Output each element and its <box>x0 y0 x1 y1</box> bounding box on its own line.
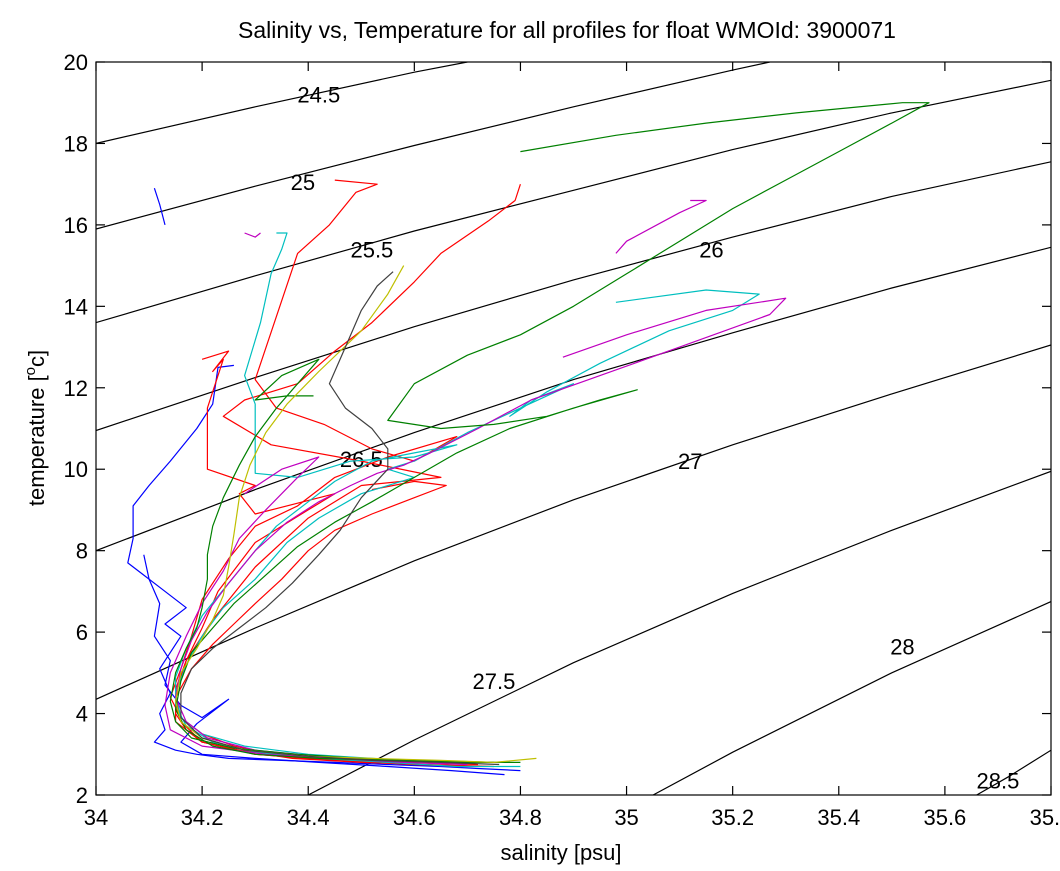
chart-title: Salinity vs, Temperature for all profile… <box>238 17 896 43</box>
plot-frame <box>95 61 1052 796</box>
profile-line-16 <box>180 271 500 766</box>
density-contour-27 <box>96 344 1051 700</box>
density-contours <box>96 62 1051 795</box>
x-tick-label: 35.4 <box>817 805 860 830</box>
profile-line-9 <box>244 232 261 238</box>
density-contour-27.5 <box>307 470 1051 795</box>
x-tick-label: 34.6 <box>393 805 436 830</box>
profile-line-7 <box>175 232 521 768</box>
x-tick-label: 35.6 <box>923 805 966 830</box>
contour-label-6: 27.5 <box>473 669 516 694</box>
y-axis-label-unit: c] <box>24 350 49 367</box>
x-axis-ticks: 34 34.2 34.4 34.6 34.8 35 35.2 35.4 35.6 35.8 <box>84 62 1060 830</box>
profile-line-6 <box>175 480 479 766</box>
contour-label-1: 25 <box>291 170 315 195</box>
density-contour-28.5 <box>976 749 1051 795</box>
profile-line-2 <box>143 554 505 776</box>
contour-label-3: 26 <box>699 237 723 262</box>
contour-label-5: 27 <box>678 449 702 474</box>
profile-line-13 <box>175 102 930 763</box>
y-axis-ticks: 2 4 6 8 10 12 14 16 18 20 <box>64 50 1051 808</box>
profile-lines <box>127 102 930 776</box>
profile-line-10 <box>615 199 707 254</box>
y-tick-label: 16 <box>64 213 88 238</box>
profile-line-0 <box>153 188 166 226</box>
y-axis-label: temperature [oc] <box>22 350 49 506</box>
profile-line-12 <box>164 456 468 766</box>
x-tick-label: 34.4 <box>287 805 330 830</box>
contour-label-7: 28 <box>890 634 914 659</box>
density-contour-24.5 <box>96 62 468 144</box>
y-tick-label: 18 <box>64 131 88 156</box>
y-tick-label: 4 <box>76 702 88 727</box>
x-tick-label: 34.2 <box>181 805 224 830</box>
density-contour-25.5 <box>96 79 1051 324</box>
x-tick-label: 35.8 <box>1030 805 1060 830</box>
profile-line-8 <box>175 289 760 763</box>
density-contour-26 <box>96 161 1051 432</box>
y-tick-label: 2 <box>76 783 88 808</box>
profile-line-5 <box>175 184 521 766</box>
x-axis-label: salinity [psu] <box>500 840 621 865</box>
y-tick-label: 8 <box>76 539 88 564</box>
y-tick-label: 12 <box>64 376 88 401</box>
y-tick-label: 6 <box>76 620 88 645</box>
y-tick-label: 20 <box>64 50 88 75</box>
contour-label-0: 24.5 <box>297 83 340 108</box>
profile-line-14 <box>169 358 494 763</box>
profile-line-1 <box>127 364 521 772</box>
contour-label-8: 28.5 <box>977 769 1020 794</box>
x-tick-label: 34.8 <box>499 805 542 830</box>
contour-label-2: 25.5 <box>350 237 393 262</box>
density-contour-26.5 <box>96 246 1051 552</box>
y-axis-label-main: temperature [ <box>24 375 49 506</box>
x-tick-label: 34 <box>84 805 108 830</box>
y-axis-label-degree: o <box>22 367 39 375</box>
profile-line-15 <box>175 265 537 763</box>
profile-line-3 <box>175 350 494 768</box>
profile-line-11 <box>175 297 787 763</box>
y-tick-label: 10 <box>64 457 88 482</box>
y-tick-label: 14 <box>64 294 88 319</box>
x-tick-label: 35.2 <box>711 805 754 830</box>
x-tick-label: 35 <box>614 805 638 830</box>
density-contour-28 <box>652 601 1051 795</box>
density-contour-25 <box>96 62 770 230</box>
